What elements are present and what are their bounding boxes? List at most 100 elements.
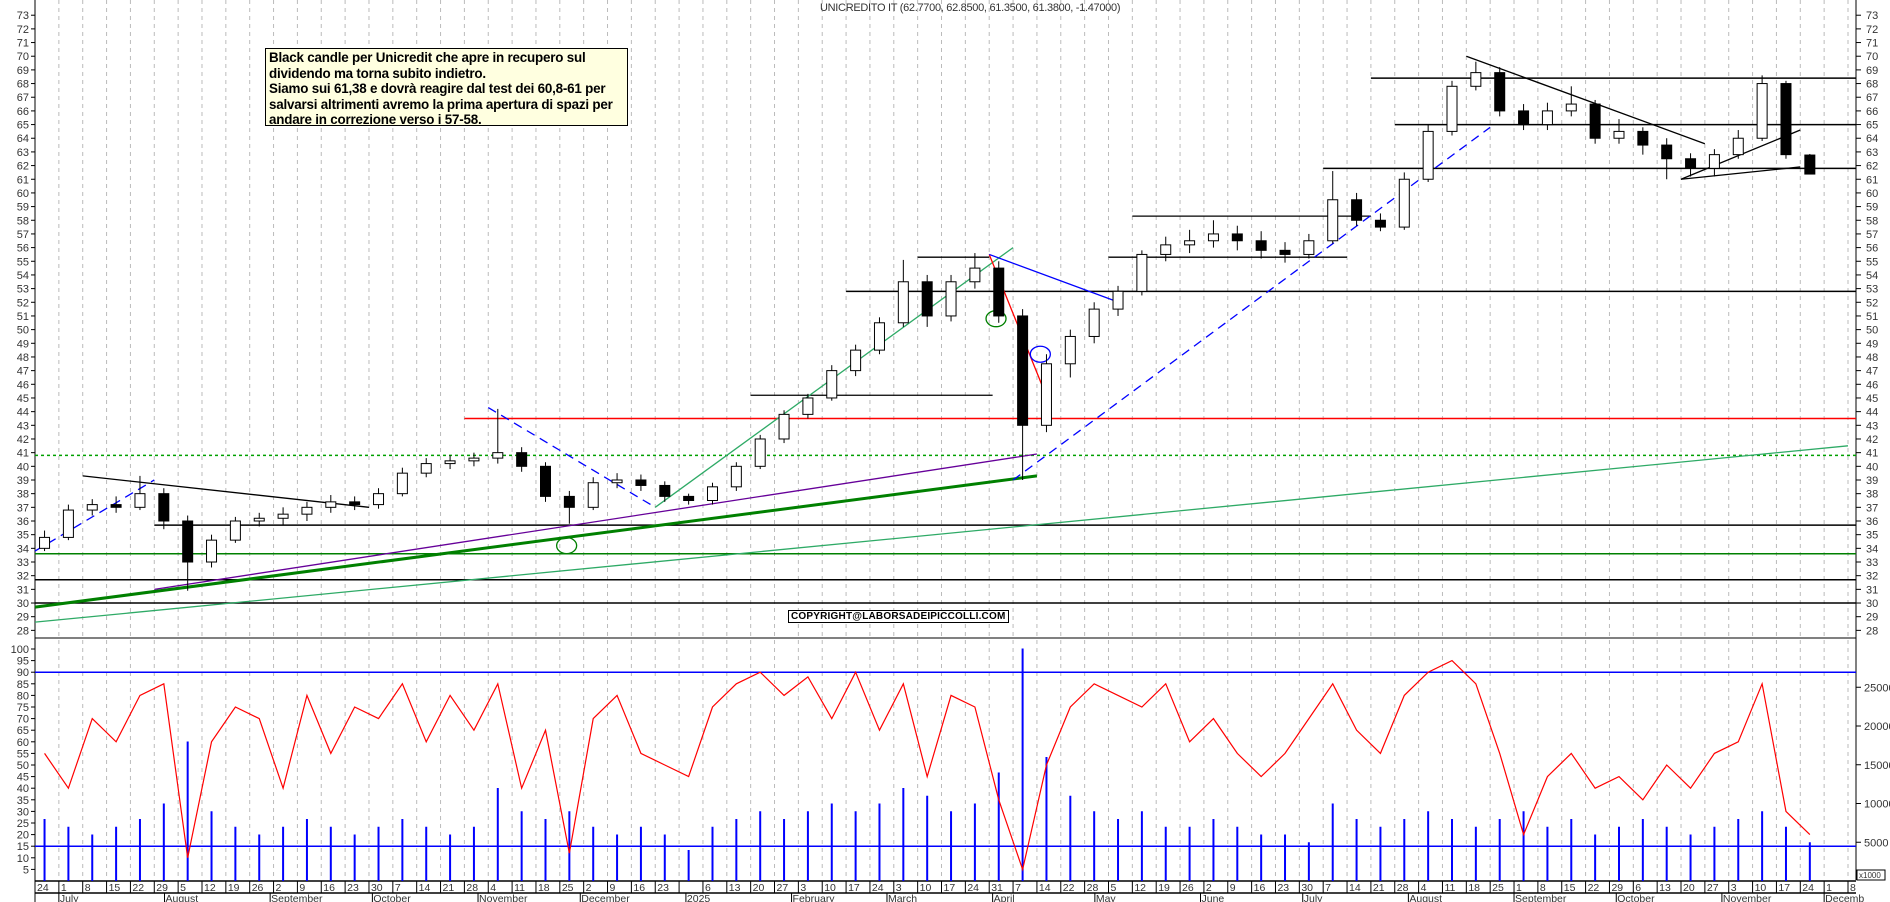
price-tick-label: 34 xyxy=(1866,543,1878,555)
price-tick-label: 35 xyxy=(1866,530,1878,542)
price-tick-label: 50 xyxy=(17,325,29,337)
date-tick-label: 15 xyxy=(1564,882,1576,894)
candle-body xyxy=(563,495,575,508)
price-tick-label: 52 xyxy=(17,297,29,309)
candle-body xyxy=(659,484,671,497)
trendlines xyxy=(34,55,1849,623)
price-tick-label: 38 xyxy=(17,489,29,501)
price-tick-label: 61 xyxy=(17,174,29,186)
price-tick-label: 34 xyxy=(17,543,29,555)
date-tick-label: 21 xyxy=(443,882,455,894)
price-tick-label: 63 xyxy=(17,147,29,159)
month-label: March xyxy=(888,893,917,902)
candle-body xyxy=(1040,363,1052,426)
date-tick-label: 14 xyxy=(1349,882,1361,894)
price-tick-label: 68 xyxy=(17,79,29,91)
candle-body xyxy=(1255,240,1267,251)
candle-body xyxy=(492,452,504,459)
date-tick-label: 2 xyxy=(276,882,282,894)
oscillator-tick-label: 70 xyxy=(17,714,29,726)
candle-body xyxy=(1804,154,1816,175)
price-tick-label: 35 xyxy=(17,530,29,542)
month-label: December xyxy=(581,893,630,902)
price-tick-label: 43 xyxy=(1866,420,1878,432)
date-tick-label: 8 xyxy=(1540,882,1546,894)
price-tick-label: 33 xyxy=(17,557,29,569)
candle-body xyxy=(325,501,337,508)
price-tick-label: 66 xyxy=(17,106,29,118)
candle-body xyxy=(1017,315,1029,426)
volume-tick-label: 20000 xyxy=(1864,721,1890,733)
date-tick-label: 27 xyxy=(777,882,789,894)
oscillator-tick-label: 75 xyxy=(17,702,29,714)
date-tick-label: 19 xyxy=(228,882,240,894)
date-tick-label: 14 xyxy=(419,882,431,894)
price-tick-label: 45 xyxy=(17,393,29,405)
price-tick-label: 48 xyxy=(17,352,29,364)
volume-unit-box xyxy=(1856,869,1886,881)
candle-body xyxy=(420,463,432,474)
price-tick-label: 59 xyxy=(17,202,29,214)
candle-body xyxy=(1732,137,1744,156)
oscillator-tick-label: 80 xyxy=(17,690,29,702)
panel-frames xyxy=(34,0,1857,902)
price-tick-label: 50 xyxy=(1866,325,1878,337)
candle-body xyxy=(1541,110,1553,126)
date-tick-label: 3 xyxy=(896,882,902,894)
date-tick-label: 30 xyxy=(371,882,383,894)
price-tick-label: 63 xyxy=(1866,147,1878,159)
price-tick-label: 29 xyxy=(1866,612,1878,624)
price-tick-label: 28 xyxy=(1866,625,1878,637)
date-tick-label: 30 xyxy=(1301,882,1313,894)
date-tick-label: 12 xyxy=(204,882,216,894)
month-label: February xyxy=(793,893,836,902)
oscillator-tick-label: 90 xyxy=(17,667,29,679)
candle-body xyxy=(1613,130,1625,139)
candle-body xyxy=(39,536,51,549)
date-tick-label: 10 xyxy=(1755,882,1767,894)
month-label: April xyxy=(994,893,1015,902)
oscillator-tick-label: 30 xyxy=(17,806,29,818)
month-label: May xyxy=(1096,893,1117,902)
candle-body xyxy=(1494,72,1506,112)
price-tick-label: 58 xyxy=(1866,215,1878,227)
candle-body xyxy=(1446,85,1458,132)
candle-body xyxy=(158,493,170,522)
price-tick-label: 66 xyxy=(1866,106,1878,118)
price-tick-label: 69 xyxy=(1866,65,1878,77)
candle-body xyxy=(1756,83,1768,139)
price-tick-label: 57 xyxy=(17,229,29,241)
month-label: November xyxy=(479,893,528,902)
oscillator-tick-label: 65 xyxy=(17,725,29,737)
candle-body xyxy=(993,267,1005,317)
date-tick-label: 16 xyxy=(323,882,335,894)
note-line: dividendo ma torna subito indietro. xyxy=(269,65,486,81)
date-tick-label: 16 xyxy=(633,882,645,894)
price-tick-label: 71 xyxy=(17,38,29,50)
month-label: September xyxy=(271,893,323,902)
candle-body xyxy=(182,520,194,563)
candle-body xyxy=(1327,199,1339,242)
date-tick-label: 28 xyxy=(466,882,478,894)
price-tick-label: 41 xyxy=(1866,448,1878,460)
candle-body xyxy=(969,267,981,283)
candle-body xyxy=(1112,290,1124,310)
trendline xyxy=(154,453,1038,590)
candle-body xyxy=(301,506,313,515)
price-tick-label: 72 xyxy=(17,24,29,36)
date-tick-label: 24 xyxy=(872,882,884,894)
candle-body xyxy=(1351,199,1363,221)
price-tick-label: 51 xyxy=(1866,311,1878,323)
date-tick-label: 7 xyxy=(1015,882,1021,894)
candle-body xyxy=(850,349,862,372)
date-tick-label: 26 xyxy=(1182,882,1194,894)
date-tick-label: 17 xyxy=(1778,882,1790,894)
oscillator-tick-label: 5 xyxy=(23,864,29,876)
candle-body xyxy=(826,370,838,399)
price-tick-label: 54 xyxy=(17,270,29,282)
candle-body xyxy=(706,486,718,501)
date-tick-label: 23 xyxy=(657,882,669,894)
candle-body xyxy=(229,520,241,541)
price-tick-label: 40 xyxy=(1866,461,1878,473)
